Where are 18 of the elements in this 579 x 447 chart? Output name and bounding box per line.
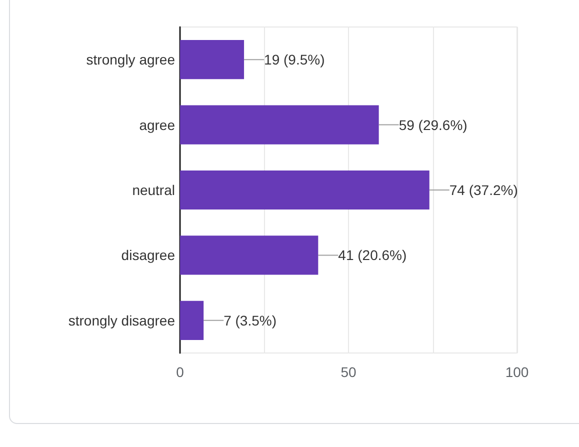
data-label: 59 (29.6%) bbox=[398, 116, 468, 133]
bar bbox=[180, 236, 318, 275]
x-tick-label: 0 bbox=[176, 364, 184, 380]
bar bbox=[180, 300, 204, 340]
data-label: 41 (20.6%) bbox=[338, 247, 407, 264]
x-tick-label: 100 bbox=[505, 364, 529, 380]
bar bbox=[180, 105, 379, 144]
y-tick-label: strongly disagree bbox=[68, 312, 176, 328]
bar bbox=[180, 40, 244, 80]
data-label: 74 (37.2%) bbox=[449, 182, 518, 198]
y-tick-label: agree bbox=[139, 116, 176, 133]
data-label: 19 (9.5%) bbox=[264, 52, 325, 68]
data-label: 7 (3.5%) bbox=[224, 312, 277, 328]
bar bbox=[180, 170, 430, 210]
y-tick-label: strongly agree bbox=[86, 52, 176, 68]
y-tick-label: neutral bbox=[132, 182, 175, 198]
x-tick-label: 50 bbox=[340, 364, 356, 380]
y-tick-label: disagree bbox=[121, 247, 176, 264]
